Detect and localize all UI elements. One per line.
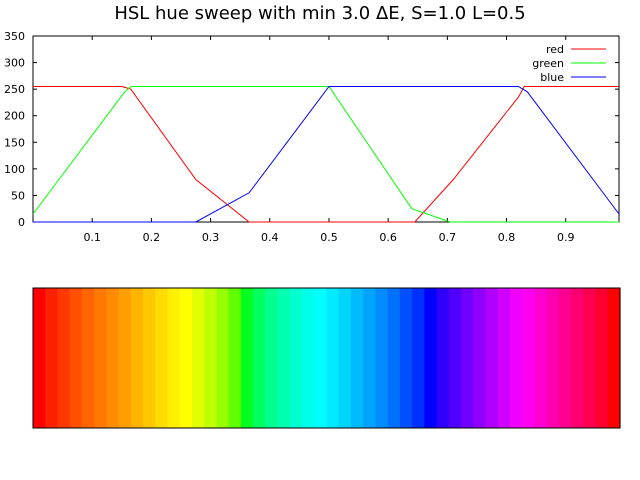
x-tick-label: 0.7 xyxy=(439,231,457,244)
color-strip-band xyxy=(265,288,279,428)
y-tick-label: 150 xyxy=(4,136,25,149)
y-tick-label: 350 xyxy=(4,30,25,43)
legend-label-red: red xyxy=(546,43,564,56)
series-line-red xyxy=(33,86,619,223)
color-strip-band xyxy=(314,288,328,428)
color-strip-band xyxy=(179,288,193,428)
color-strip-band xyxy=(228,288,242,428)
series-line-blue xyxy=(33,86,620,223)
color-strip-band xyxy=(387,288,401,428)
legend-label-green: green xyxy=(532,57,564,70)
color-strip-band xyxy=(522,288,535,428)
x-tick-label: 0.1 xyxy=(83,231,101,244)
plot-frame xyxy=(32,35,620,223)
color-strip-band xyxy=(143,288,156,428)
color-strip-band xyxy=(191,288,205,428)
color-strip-band xyxy=(595,288,609,428)
y-axis: 0 50 100 150 200 250 300 350 xyxy=(4,30,619,229)
color-strip-band xyxy=(45,288,59,428)
color-strip-band xyxy=(583,288,597,428)
x-tick-label: 0.4 xyxy=(261,231,279,244)
y-tick-label: 300 xyxy=(4,57,25,70)
color-strip-band xyxy=(436,288,450,428)
color-strip-band xyxy=(326,288,340,428)
color-strip-band xyxy=(81,288,95,428)
y-tick-label: 100 xyxy=(4,163,25,176)
x-tick-label: 0.8 xyxy=(498,231,516,244)
color-strip-band xyxy=(69,288,83,428)
color-strip-band xyxy=(277,288,291,428)
color-strip-band xyxy=(253,288,266,428)
color-strip-band xyxy=(216,288,230,428)
color-strip-band xyxy=(412,288,425,428)
color-strip-band xyxy=(399,288,413,428)
color-strip-band xyxy=(240,288,254,428)
color-strip-band xyxy=(167,288,181,428)
color-strip-band xyxy=(534,288,548,428)
color-strip-band xyxy=(33,288,46,428)
color-strip-band xyxy=(94,288,107,428)
y-tick-label: 0 xyxy=(18,216,25,229)
chart-title: HSL hue sweep with min 3.0 ΔE, S=1.0 L=0… xyxy=(114,3,526,24)
color-strip-band xyxy=(204,288,218,428)
color-strip-band xyxy=(289,288,303,428)
color-strip-band xyxy=(546,288,560,428)
series-line-green xyxy=(32,86,619,223)
color-strip-band xyxy=(497,288,511,428)
color-strip-band xyxy=(473,288,487,428)
color-strip xyxy=(32,287,621,429)
color-strip-band xyxy=(424,288,438,428)
y-tick-label: 50 xyxy=(11,189,25,202)
legend-label-blue: blue xyxy=(540,71,564,84)
color-strip-band xyxy=(448,288,462,428)
color-strip-band xyxy=(509,288,523,428)
color-strip-band xyxy=(130,288,144,428)
color-strip-band xyxy=(57,288,71,428)
color-strip-band xyxy=(363,288,377,428)
x-tick-label: 0.2 xyxy=(143,231,161,244)
color-strip-band xyxy=(485,288,499,428)
y-tick-label: 250 xyxy=(4,83,25,96)
color-strip-band xyxy=(350,288,364,428)
y-tick-label: 200 xyxy=(4,110,25,123)
color-strip-band xyxy=(338,288,352,428)
color-strip-band xyxy=(607,288,621,428)
color-strip-band xyxy=(155,288,169,428)
x-tick-label: 0.5 xyxy=(320,231,338,244)
color-strip-band xyxy=(375,288,389,428)
x-tick-label: 0.9 xyxy=(557,231,575,244)
color-strip-band xyxy=(558,288,572,428)
plot-border xyxy=(32,35,620,223)
color-strip-band xyxy=(106,288,120,428)
color-strip-band xyxy=(461,288,474,428)
color-strip-band xyxy=(302,288,315,428)
color-strip-band xyxy=(571,288,584,428)
x-axis: 0.1 0.2 0.3 0.4 0.5 0.6 0.7 0.8 0.9 xyxy=(83,36,574,244)
x-tick-label: 0.6 xyxy=(379,231,397,244)
x-tick-label: 0.3 xyxy=(202,231,220,244)
color-strip-band xyxy=(118,288,132,428)
color-strip-border xyxy=(32,287,621,429)
series-lines xyxy=(32,86,620,223)
